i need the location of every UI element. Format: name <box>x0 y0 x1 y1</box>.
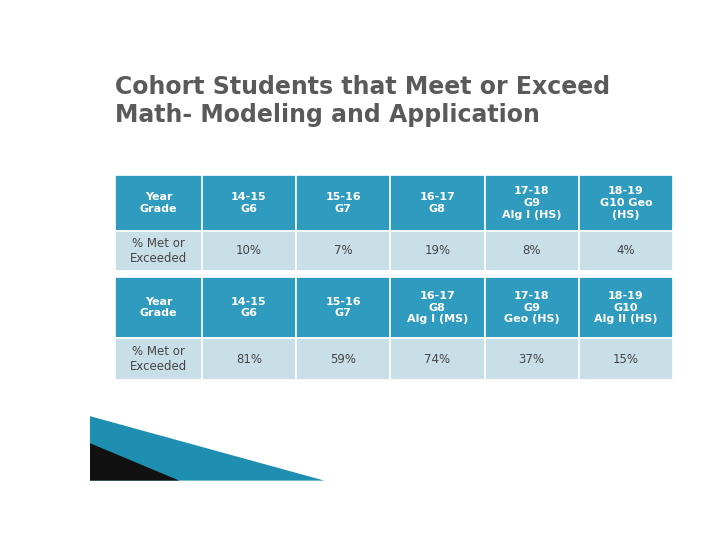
FancyBboxPatch shape <box>390 175 485 231</box>
Text: 14-15
G6: 14-15 G6 <box>231 297 266 319</box>
Text: 17-18
G9
Geo (HS): 17-18 G9 Geo (HS) <box>504 291 559 324</box>
FancyBboxPatch shape <box>202 277 296 339</box>
FancyBboxPatch shape <box>485 339 579 380</box>
Text: Year
Grade: Year Grade <box>140 192 177 214</box>
FancyBboxPatch shape <box>579 277 673 339</box>
FancyBboxPatch shape <box>390 231 485 271</box>
Text: 81%: 81% <box>235 353 262 366</box>
Text: 10%: 10% <box>235 245 262 258</box>
FancyBboxPatch shape <box>115 231 202 271</box>
FancyBboxPatch shape <box>579 175 673 231</box>
Text: % Met or
Exceeded: % Met or Exceeded <box>130 345 187 373</box>
Text: 7%: 7% <box>334 245 352 258</box>
FancyBboxPatch shape <box>296 175 390 231</box>
Text: 74%: 74% <box>424 353 451 366</box>
FancyBboxPatch shape <box>485 231 579 271</box>
FancyBboxPatch shape <box>115 339 202 380</box>
FancyBboxPatch shape <box>202 231 296 271</box>
FancyBboxPatch shape <box>115 277 202 339</box>
FancyBboxPatch shape <box>296 231 390 271</box>
FancyBboxPatch shape <box>390 339 485 380</box>
FancyBboxPatch shape <box>390 277 485 339</box>
FancyBboxPatch shape <box>579 231 673 271</box>
Text: 15-16
G7: 15-16 G7 <box>325 297 361 319</box>
Text: % Met or
Exceeded: % Met or Exceeded <box>130 237 187 265</box>
Text: 17-18
G9
Alg I (HS): 17-18 G9 Alg I (HS) <box>502 186 562 220</box>
Text: 15%: 15% <box>613 353 639 366</box>
Text: 8%: 8% <box>523 245 541 258</box>
Text: 18-19
G10 Geo
(HS): 18-19 G10 Geo (HS) <box>600 186 652 220</box>
FancyBboxPatch shape <box>485 277 579 339</box>
Text: 14-15
G6: 14-15 G6 <box>231 192 266 214</box>
FancyBboxPatch shape <box>202 175 296 231</box>
Text: 37%: 37% <box>518 353 544 366</box>
FancyBboxPatch shape <box>296 339 390 380</box>
Text: Cohort Students that Meet or Exceed
Math- Modeling and Application: Cohort Students that Meet or Exceed Math… <box>115 75 611 127</box>
Text: Year
Grade: Year Grade <box>140 297 177 319</box>
Text: 59%: 59% <box>330 353 356 366</box>
Text: 19%: 19% <box>424 245 451 258</box>
Text: 16-17
G8: 16-17 G8 <box>420 192 455 214</box>
FancyBboxPatch shape <box>579 339 673 380</box>
FancyBboxPatch shape <box>296 277 390 339</box>
FancyBboxPatch shape <box>202 339 296 380</box>
Polygon shape <box>90 416 324 481</box>
Text: 15-16
G7: 15-16 G7 <box>325 192 361 214</box>
Polygon shape <box>90 443 179 481</box>
Text: 18-19
G10
Alg II (HS): 18-19 G10 Alg II (HS) <box>594 291 657 324</box>
Text: 16-17
G8
Alg I (MS): 16-17 G8 Alg I (MS) <box>407 291 468 324</box>
FancyBboxPatch shape <box>115 175 202 231</box>
FancyBboxPatch shape <box>485 175 579 231</box>
Text: 4%: 4% <box>616 245 635 258</box>
